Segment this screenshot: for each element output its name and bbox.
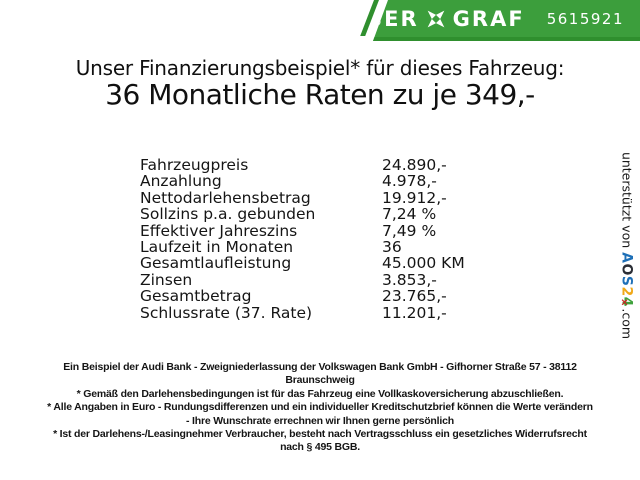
legal-line: * Alle Angaben in Euro - Rundungsdiffere… <box>47 401 593 414</box>
brand-name-part2: GRAF <box>452 6 525 31</box>
row-value: 23.765,- <box>382 287 447 306</box>
row-value: 36 <box>382 238 402 257</box>
table-row: Nettodarlehensbetrag 19.912,- <box>140 188 465 207</box>
row-label: Zinsen <box>140 270 193 289</box>
aos24-logo-letter: A <box>619 252 635 264</box>
table-row: Sollzins p.a. gebunden 7,24 % <box>140 205 465 224</box>
row-value: 19.912,- <box>382 188 447 207</box>
finance-table: Fahrzeugpreis 24.890,- Anzahlung 4.978,-… <box>140 157 465 321</box>
row-label: Sollzins p.a. gebunden <box>140 205 316 224</box>
page-title: Unser Finanzierungsbeispiel* für dieses … <box>75 56 565 80</box>
aos24-logo-letter: S <box>619 275 635 287</box>
brand-logo: FESER GRAF <box>334 6 525 31</box>
legal-line: * Gemäß den Darlehensbedingungen ist für… <box>76 387 564 400</box>
row-value: 45.000 KM <box>382 254 465 273</box>
row-label: Laufzeit in Monaten <box>140 238 294 257</box>
table-row: Schlussrate (37. Rate) 11.201,- <box>140 303 465 322</box>
row-value: 4.978,- <box>382 172 437 191</box>
header-diagonal-stripe <box>360 0 379 36</box>
row-value: 7,49 % <box>382 221 437 240</box>
legal-line: * Ist der Darlehens-/Leasingnehmer Verbr… <box>53 428 587 441</box>
table-row: Gesamtbetrag 23.765,- <box>140 287 465 306</box>
aos24-logo-letter: O <box>619 263 635 276</box>
row-label: Fahrzeugpreis <box>140 156 249 174</box>
table-row: Anzahlung 4.978,- <box>140 172 465 191</box>
row-label: Gesamtbetrag <box>140 287 252 306</box>
brand-clover-x-icon <box>427 10 445 27</box>
row-label: Nettodarlehensbetrag <box>140 188 311 207</box>
side-credit-text: unterstützt von <box>619 151 635 253</box>
table-row: Effektiver Jahreszins 7,49 % <box>140 221 465 240</box>
table-row: Fahrzeugpreis 24.890,- <box>140 156 465 174</box>
row-value: 24.890,- <box>382 156 447 174</box>
vehicle-number: 5615921 <box>546 9 624 28</box>
legal-paragraph: * Ist der Darlehens-/Leasingnehmer Verbr… <box>10 428 630 455</box>
aos24-logo-x-mark: × <box>618 297 630 307</box>
table-row: Gesamtlaufleistung 45.000 KM <box>140 254 465 273</box>
side-credit: unterstützt von A O S 2 4 × .com <box>619 151 636 341</box>
legal-paragraph: Ein Beispiel der Audi Bank - Zweignieder… <box>10 361 630 388</box>
aos24-logo-letter: 2 <box>619 286 635 297</box>
legal-paragraph: * Alle Angaben in Euro - Rundungsdiffere… <box>10 401 630 428</box>
legal-footer: Ein Beispiel der Audi Bank - Zweignieder… <box>10 361 630 455</box>
legal-paragraph: * Gemäß den Darlehensbedingungen ist für… <box>10 388 630 401</box>
row-value: 7,24 % <box>382 205 437 224</box>
side-credit-domain: .com <box>619 308 635 340</box>
legal-line: Ein Beispiel der Audi Bank - Zweignieder… <box>63 361 577 373</box>
page-subtitle-rate: 36 Monatliche Raten zu je 349,- <box>105 78 535 111</box>
row-label: Effektiver Jahreszins <box>140 221 298 240</box>
brand-name-part1: FESER <box>334 6 419 31</box>
row-label: Anzahlung <box>140 172 222 191</box>
row-value: 3.853,- <box>382 270 437 289</box>
header-bar: FESER GRAF 5615921 <box>373 0 640 41</box>
legal-line: nach § 495 BGB. <box>280 441 360 454</box>
table-row: Zinsen 3.853,- <box>140 270 465 289</box>
row-label: Schlussrate (37. Rate) <box>140 303 313 322</box>
legal-line: - Ihre Wunschrate errechnen wir Ihnen ge… <box>186 414 454 427</box>
legal-line: Braunschweig <box>285 374 355 387</box>
row-label: Gesamtlaufleistung <box>140 254 292 273</box>
row-value: 11.201,- <box>382 303 447 322</box>
table-row: Laufzeit in Monaten 36 <box>140 238 465 257</box>
